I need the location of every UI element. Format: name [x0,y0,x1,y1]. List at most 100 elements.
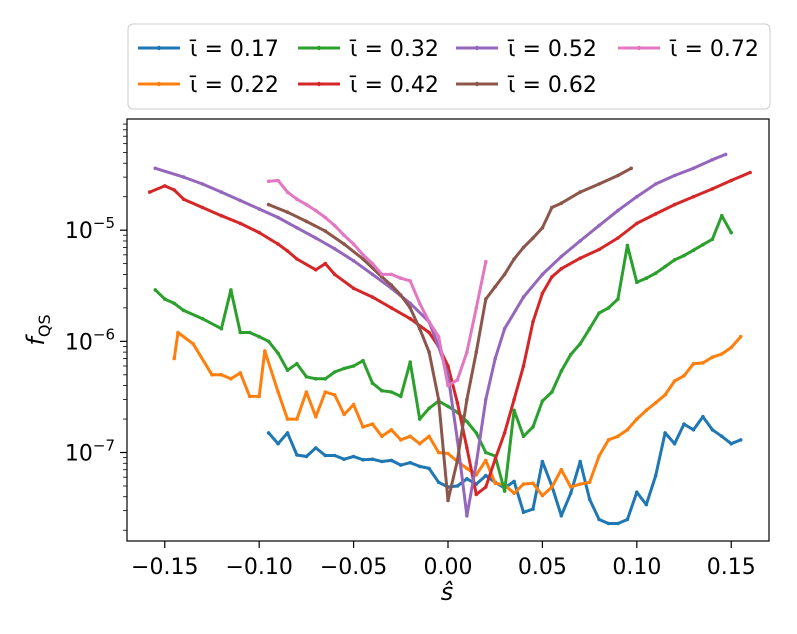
data-point [484,473,488,478]
data-point [323,377,328,381]
data-point [323,215,328,220]
data-point [710,355,715,360]
data-point [455,438,460,442]
data-point [408,279,413,283]
legend-marker [474,45,480,51]
data-point [635,490,639,495]
data-point [370,422,375,426]
data-point [219,326,224,331]
data-point [465,350,469,354]
x-tick-label: 0.00 [424,555,473,580]
data-point [276,390,280,394]
data-point [663,264,667,269]
data-point [361,253,365,257]
data-point [465,466,469,471]
data-point [389,272,394,277]
data-point [635,194,639,199]
data-point [314,414,318,419]
data-point [351,242,356,246]
data-point [295,453,299,457]
data-point [493,284,498,289]
data-point [606,306,611,310]
data-point [521,295,526,299]
data-point [502,431,507,435]
legend-marker [316,45,322,51]
legend-label: ῑ = 0.52 [507,37,597,62]
data-point [181,175,186,179]
data-point [285,431,290,435]
data-point [257,394,262,399]
data-point [181,308,186,313]
data-point [484,485,488,489]
legend-item: ῑ = 0.22 [138,73,279,98]
data-point [682,374,686,378]
legend-marker [316,81,322,87]
data-point [635,280,639,285]
y-tick-label: 10−5 [65,214,115,244]
data-point [710,428,715,432]
data-point [616,236,620,240]
data-point [540,291,545,296]
data-point [210,373,214,377]
data-point [399,394,403,399]
data-point [370,457,375,462]
data-point [332,453,337,458]
data-point [200,182,205,186]
legend-label: ῑ = 0.22 [189,73,279,98]
data-point [399,438,403,442]
data-point [295,257,299,261]
data-point [691,428,696,432]
data-point [587,326,592,331]
legend-label: ῑ = 0.42 [349,73,439,98]
data-point [729,441,733,446]
data-point [351,402,356,407]
data-point [465,446,469,450]
data-point [417,441,422,446]
data-point [559,369,564,373]
data-point [625,428,630,432]
data-point [219,190,224,194]
data-point [578,256,582,261]
data-point [314,377,318,381]
data-point [701,361,705,365]
data-point [531,481,535,486]
data-point [474,461,479,466]
data-point [370,295,375,299]
data-point [672,258,677,262]
data-point [559,467,564,472]
data-point [493,481,498,486]
data-point [521,510,526,515]
data-point [474,350,479,354]
data-point [484,397,488,402]
data-point [691,361,696,366]
data-point [417,417,422,421]
data-point [578,239,582,243]
data-point [380,275,384,279]
data-point [370,272,375,277]
data-point [285,417,290,421]
data-point [474,492,479,497]
x-axis: −0.15 −0.10 −0.05 0.00 0.05 0.10 0.15 [131,541,756,580]
legend-marker [156,45,162,51]
data-point [682,422,686,426]
data-point [653,182,658,186]
data-point [380,434,384,439]
data-point [663,393,667,397]
data-point [446,451,450,456]
data-point [512,479,516,484]
legend-item: ῑ = 0.62 [456,73,597,98]
data-point [653,271,658,276]
data-point [200,316,205,321]
data-point [285,190,290,194]
data-point [342,242,346,246]
data-point [257,334,262,339]
data-point [540,399,545,403]
data-point [446,498,450,503]
data-point [587,480,592,485]
data-point [399,293,403,298]
data-point [597,247,601,252]
data-point [720,213,724,218]
data-point [163,184,167,188]
data-point [446,364,450,368]
data-point [616,434,620,439]
